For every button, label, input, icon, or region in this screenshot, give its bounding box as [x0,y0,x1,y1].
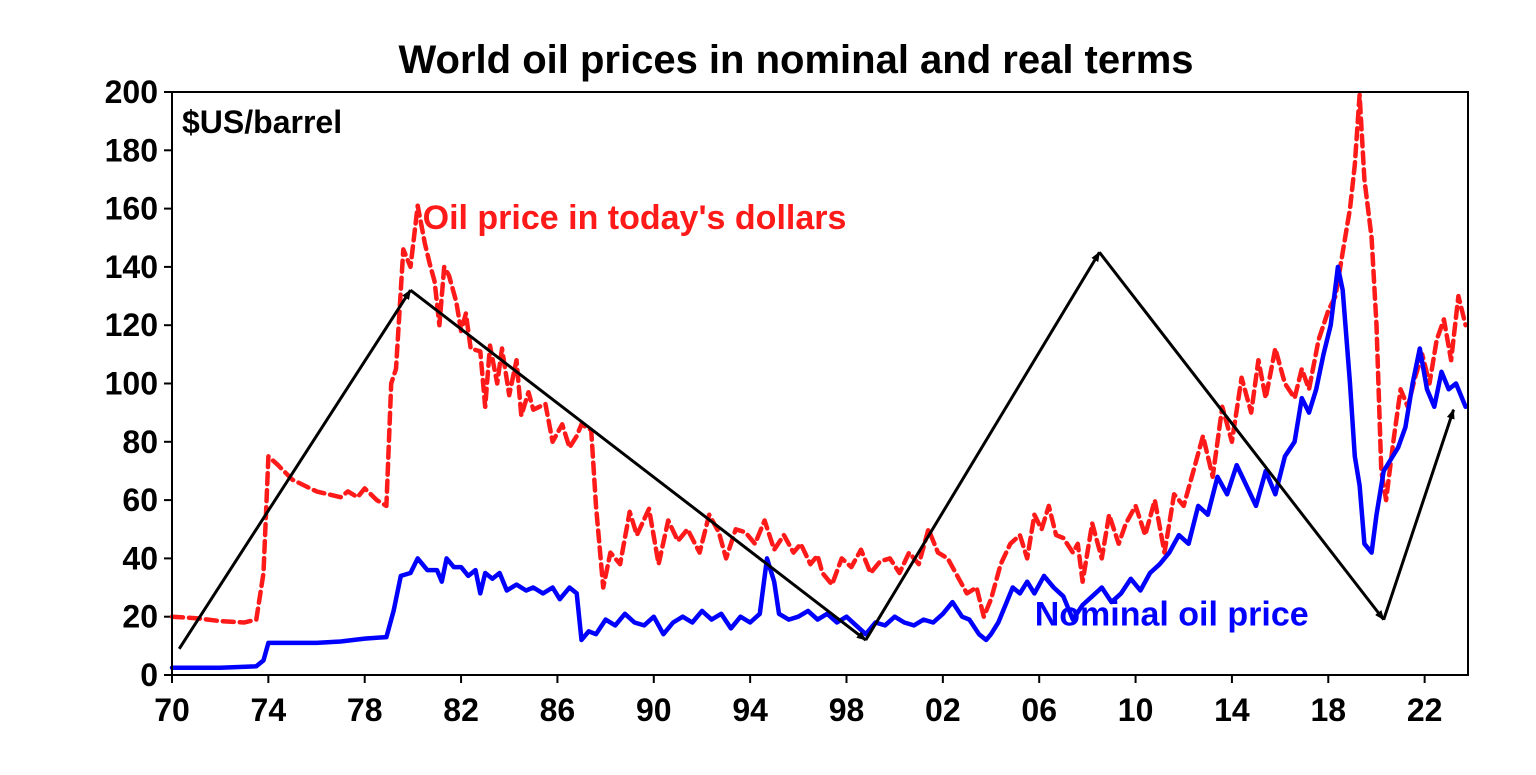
trend-arrow [1382,408,1455,621]
y-tick-label: 80 [122,424,158,460]
y-tick-label: 180 [105,132,158,168]
y-tick-label: 100 [105,366,158,402]
nominal-price-series-label: Nominal oil price [1035,595,1309,633]
y-tick-label: 0 [140,657,158,693]
y-tick-label: 140 [105,249,158,285]
y-tick-label: 200 [105,74,158,110]
x-tick-label: 70 [154,692,190,728]
y-tick-label: 20 [122,599,158,635]
x-tick-label: 86 [540,692,576,728]
x-tick-label: 98 [829,692,865,728]
x-tick-label: 22 [1407,692,1443,728]
x-tick-label: 18 [1310,692,1346,728]
real-price-series-label: Oil price in today's dollars [423,199,847,237]
y-tick-label: 120 [105,307,158,343]
y-tick-label: 60 [122,482,158,518]
trend-arrow [177,289,412,650]
y-axis-unit-label: $US/barrel [182,104,342,140]
trend-arrow [1098,251,1385,621]
x-tick-label: 14 [1214,692,1250,728]
y-axis-ticks: 0 20 40 60 80 100 120 140 160 180 200 [105,74,172,693]
trend-arrow [409,289,867,642]
plot-area [171,91,1469,676]
x-tick-label: 06 [1021,692,1057,728]
chart-title: World oil prices in nominal and real ter… [399,38,1194,82]
x-tick-label: 94 [732,692,768,728]
series-lines [169,92,1468,670]
y-tick-label: 160 [105,191,158,227]
y-tick-label: 40 [122,540,158,576]
x-tick-label: 74 [251,692,287,728]
trend-arrow [864,251,1101,641]
nominal-price-line [169,264,1468,670]
x-tick-label: 10 [1118,692,1154,728]
x-tick-label: 78 [347,692,383,728]
x-tick-label: 02 [925,692,961,728]
trend-arrows [177,251,1455,650]
x-tick-label: 90 [636,692,672,728]
real-price-line [169,92,1468,625]
x-tick-label: 82 [443,692,479,728]
x-axis-ticks: 70 74 78 82 86 90 94 98 02 06 10 14 18 22 [154,675,1442,728]
